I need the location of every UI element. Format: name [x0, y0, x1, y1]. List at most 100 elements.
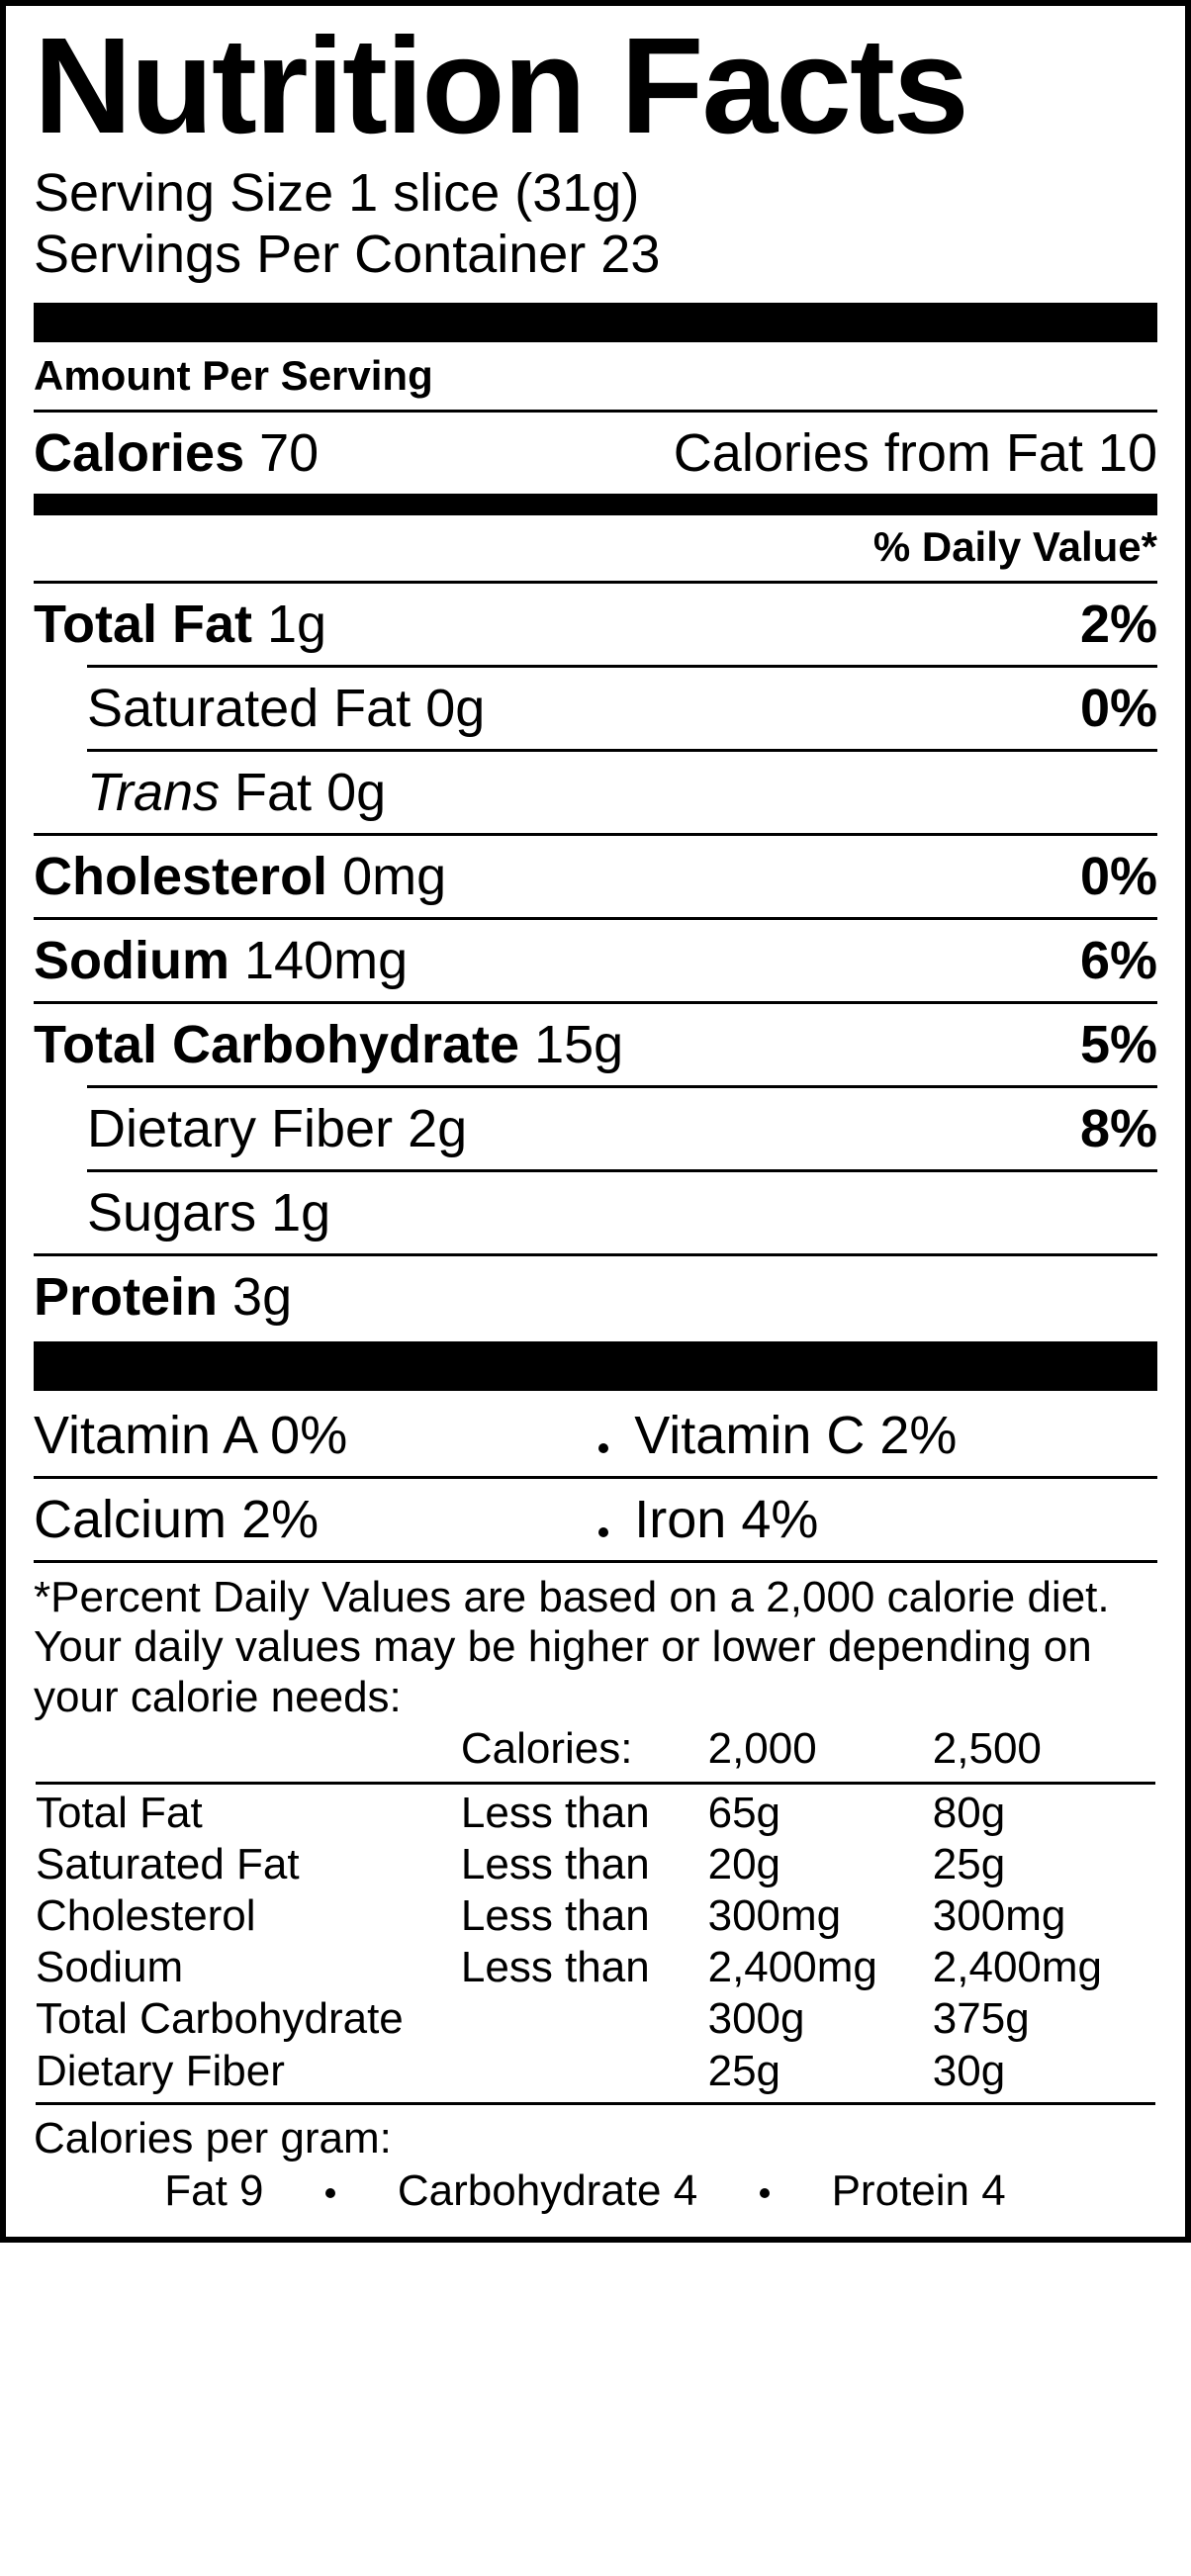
- ref-header-2000: 2,000: [708, 1724, 931, 1778]
- rule: [87, 1085, 1157, 1088]
- cholesterol-amount: 0mg: [342, 847, 446, 906]
- ref-cond: [461, 1994, 706, 2044]
- vitamin-a-label: Vitamin A: [34, 1406, 255, 1465]
- sodium-row: Sodium 140mg 6%: [34, 930, 1157, 991]
- trans-fat-prefix: Trans: [87, 763, 220, 822]
- ref-header-calories: Calories:: [461, 1724, 706, 1778]
- ref-2500: 375g: [933, 1994, 1155, 2044]
- vitamin-row-1: Vitamin A 0% Vitamin C 2%: [34, 1405, 1157, 1466]
- sodium-label: Sodium: [34, 931, 229, 990]
- servings-per-container-label: Servings Per Container: [34, 225, 586, 284]
- rule: [34, 1001, 1157, 1004]
- dietary-fiber-amount: 2g: [408, 1099, 467, 1158]
- vitamin-c-label: Vitamin C: [634, 1406, 865, 1465]
- saturated-fat-amount: 0g: [425, 679, 485, 738]
- iron-label: Iron: [634, 1490, 726, 1549]
- nutrition-facts-label: Nutrition Facts Serving Size 1 slice (31…: [0, 0, 1191, 2243]
- cholesterol-dv: 0%: [1080, 846, 1157, 907]
- vitamin-a-value: 0%: [270, 1406, 347, 1465]
- ref-name: Saturated Fat: [36, 1840, 459, 1889]
- ref-2500: 30g: [933, 2047, 1155, 2096]
- ref-2500: 300mg: [933, 1891, 1155, 1941]
- ref-row: SodiumLess than2,400mg2,400mg: [36, 1943, 1155, 1992]
- dietary-fiber-dv: 8%: [1080, 1098, 1157, 1159]
- ref-row: Total FatLess than65g80g: [36, 1789, 1155, 1838]
- total-carb-dv: 5%: [1080, 1014, 1157, 1075]
- ref-name: Sodium: [36, 1943, 459, 1992]
- trans-fat-amount: 0g: [326, 763, 386, 822]
- ref-2000: 25g: [708, 2047, 931, 2096]
- ref-cond: Less than: [461, 1789, 706, 1838]
- serving-size-label: Serving Size: [34, 163, 333, 223]
- total-fat-label: Total Fat: [34, 595, 252, 654]
- calories-row: Calories 70 Calories from Fat 10: [34, 422, 1157, 484]
- rule: [34, 1253, 1157, 1256]
- ref-2500: 2,400mg: [933, 1943, 1155, 1992]
- rule: [34, 917, 1157, 920]
- reference-table: Calories: 2,000 2,500 Total FatLess than…: [34, 1722, 1157, 2113]
- rule: [87, 1169, 1157, 1172]
- ref-row: CholesterolLess than300mg300mg: [36, 1891, 1155, 1941]
- saturated-fat-label: Saturated Fat: [87, 679, 411, 738]
- rule: [34, 581, 1157, 584]
- total-carb-amount: 15g: [534, 1015, 623, 1074]
- calories-from-fat-label: Calories from Fat: [674, 423, 1083, 483]
- sugars-row: Sugars 1g: [34, 1182, 1157, 1243]
- ref-2000: 20g: [708, 1840, 931, 1889]
- rule: [34, 1560, 1157, 1563]
- title: Nutrition Facts: [34, 18, 1157, 154]
- rule: [36, 1782, 1155, 1785]
- servings-per-container-value: 23: [600, 225, 660, 284]
- rule: [34, 1476, 1157, 1479]
- calories-from-fat-value: 10: [1098, 423, 1157, 483]
- saturated-fat-row: Saturated Fat 0g 0%: [34, 678, 1157, 739]
- amount-per-serving: Amount Per Serving: [34, 352, 1157, 400]
- daily-value-header: % Daily Value*: [34, 523, 1157, 571]
- footnote: *Percent Daily Values are based on a 2,0…: [34, 1573, 1157, 1721]
- rule: [34, 833, 1157, 836]
- cpg-protein: Protein 4: [832, 2166, 1006, 2215]
- calcium-value: 2%: [241, 1490, 319, 1549]
- serving-size: Serving Size 1 slice (31g): [34, 162, 1157, 224]
- ref-2000: 300mg: [708, 1891, 931, 1941]
- thick-bar: [34, 303, 1157, 342]
- ref-2000: 65g: [708, 1789, 931, 1838]
- iron-value: 4%: [741, 1490, 818, 1549]
- total-carb-row: Total Carbohydrate 15g 5%: [34, 1014, 1157, 1075]
- vitamin-c-value: 2%: [879, 1406, 957, 1465]
- bullet-icon: [598, 1527, 608, 1537]
- medium-bar: [34, 494, 1157, 515]
- protein-label: Protein: [34, 1267, 218, 1327]
- ref-cond: Less than: [461, 1891, 706, 1941]
- cholesterol-label: Cholesterol: [34, 847, 327, 906]
- saturated-fat-dv: 0%: [1080, 678, 1157, 739]
- bullet-icon: [325, 2188, 335, 2198]
- ref-header-row: Calories: 2,000 2,500: [36, 1724, 1155, 1778]
- ref-name: Total Fat: [36, 1789, 459, 1838]
- vitamin-row-2: Calcium 2% Iron 4%: [34, 1489, 1157, 1550]
- ref-name: Dietary Fiber: [36, 2047, 459, 2096]
- protein-amount: 3g: [232, 1267, 292, 1327]
- trans-fat-row: Trans Fat 0g: [34, 762, 1157, 823]
- total-fat-row: Total Fat 1g 2%: [34, 594, 1157, 655]
- ref-row: Saturated FatLess than20g25g: [36, 1840, 1155, 1889]
- calories-per-gram: Calories per gram: Fat 9 Carbohydrate 4 …: [34, 2113, 1157, 2218]
- calories-label: Calories: [34, 423, 244, 483]
- ref-2000: 2,400mg: [708, 1943, 931, 1992]
- bullet-icon: [598, 1443, 608, 1453]
- ref-name: Cholesterol: [36, 1891, 459, 1941]
- ref-row: Dietary Fiber 25g30g: [36, 2047, 1155, 2096]
- ref-header-2500: 2,500: [933, 1724, 1155, 1778]
- sugars-label: Sugars: [87, 1183, 256, 1242]
- cpg-carb: Carbohydrate 4: [398, 2166, 697, 2215]
- dietary-fiber-row: Dietary Fiber 2g 8%: [34, 1098, 1157, 1159]
- bullet-icon: [760, 2188, 770, 2198]
- serving-size-value: 1 slice (31g): [348, 163, 639, 223]
- big-bar: [34, 1341, 1157, 1391]
- ref-2000: 300g: [708, 1994, 931, 2044]
- total-fat-amount: 1g: [267, 595, 326, 654]
- rule: [34, 410, 1157, 413]
- cholesterol-row: Cholesterol 0mg 0%: [34, 846, 1157, 907]
- calories-value: 70: [259, 423, 319, 483]
- rule: [87, 665, 1157, 668]
